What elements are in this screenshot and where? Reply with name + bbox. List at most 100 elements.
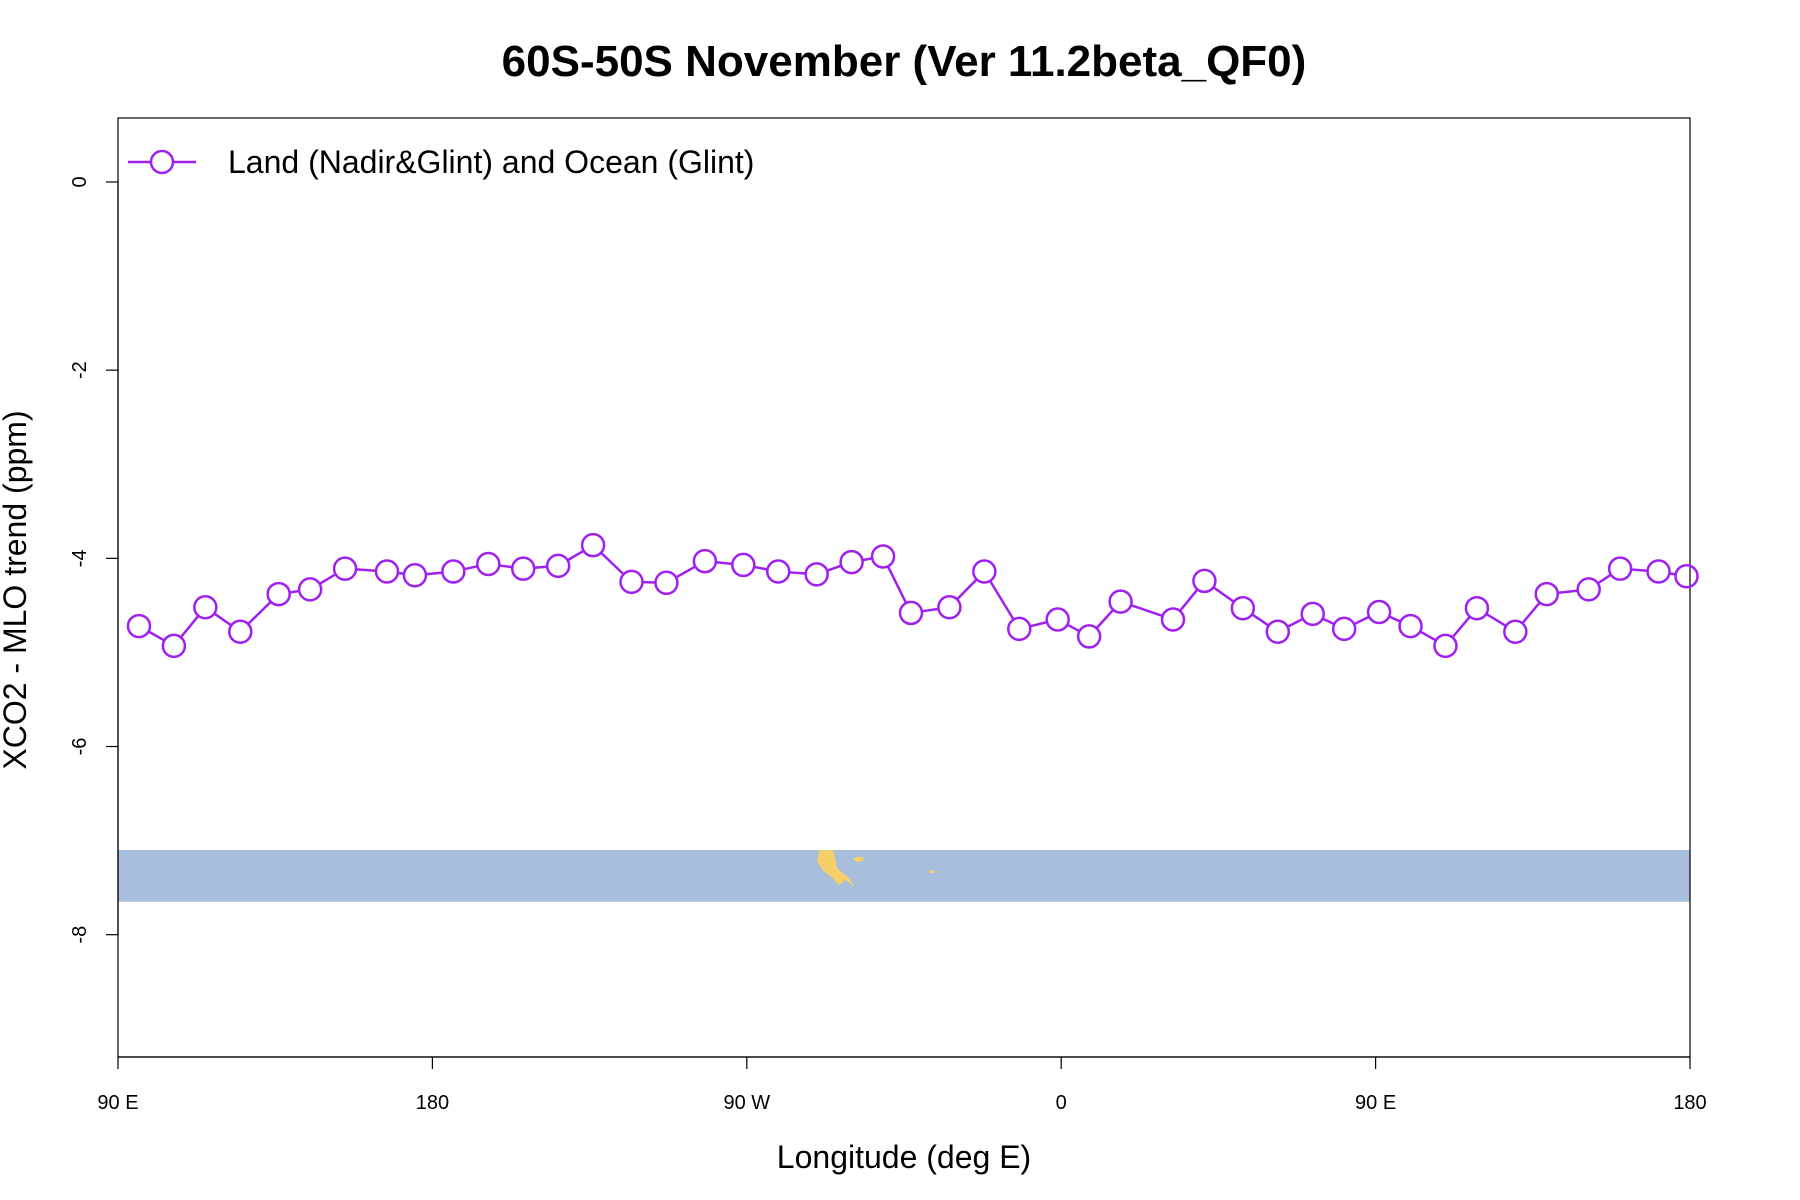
series-segment (715, 560, 733, 566)
data-point (937, 595, 962, 620)
data-point (510, 556, 536, 581)
data-point (545, 553, 571, 579)
series-segment (247, 600, 272, 625)
data-point (839, 549, 864, 575)
map-land-falklands (853, 856, 864, 862)
data-point (1464, 595, 1490, 621)
series-segment (956, 578, 978, 601)
legend-marker (149, 149, 175, 175)
series-segment (1388, 615, 1402, 623)
data-point (266, 581, 291, 607)
series-segment (921, 607, 939, 613)
map-land-south-georgia (928, 870, 935, 874)
legend: Land (Nadir&Glint) and Ocean (Glint) (128, 144, 754, 180)
series-segment (1631, 568, 1648, 572)
data-point (1366, 599, 1392, 625)
data-point (619, 569, 644, 595)
data-point (1160, 607, 1186, 632)
y-tick-label: -4 (69, 549, 91, 567)
data-point (1230, 595, 1256, 621)
data-point (765, 559, 791, 584)
map-land-tierra-del-fuego (817, 850, 856, 888)
series-segment (1178, 588, 1199, 612)
series-segment (1521, 601, 1541, 625)
series-segment (600, 551, 625, 576)
y-axis: 0 -2 -4 -6 -8 (69, 176, 119, 944)
x-tick-label: 180 (1673, 1092, 1706, 1114)
data-point (1331, 616, 1357, 642)
series-segment (566, 549, 585, 562)
series-segment (463, 565, 478, 571)
series-segment (1557, 589, 1578, 595)
data-point (1007, 616, 1032, 642)
x-tick-label: 90 E (1355, 1092, 1396, 1114)
data-point (1607, 556, 1633, 581)
data-point (193, 595, 218, 620)
series-segment (675, 565, 696, 579)
series-segment (179, 614, 200, 639)
data-point (804, 562, 829, 587)
data-point (126, 613, 152, 639)
x-tick-label: 90 E (97, 1092, 138, 1114)
series-segment (789, 571, 806, 575)
data-point (870, 544, 896, 569)
series-segment (1066, 623, 1081, 633)
x-tick-label: 0 (1056, 1092, 1067, 1114)
series-segment (1029, 620, 1048, 628)
series-segment (1353, 615, 1370, 626)
series-segment (1095, 608, 1115, 630)
map-ocean-band (118, 850, 1690, 902)
data-point (332, 556, 358, 581)
series-segment (499, 564, 513, 569)
series-segment (289, 589, 300, 594)
plot-frame (117, 117, 1691, 1058)
series-segment (988, 580, 1015, 621)
series-segment (318, 573, 337, 585)
data-point (297, 577, 323, 602)
series-segment (1287, 617, 1304, 628)
data-point (1192, 568, 1217, 594)
x-axis: 90 E 180 90 W 0 90 E 180 (97, 1056, 1707, 1114)
data-point (1045, 607, 1070, 632)
series-segment (1597, 573, 1612, 585)
x-tick-label: 90 W (723, 1092, 770, 1114)
data-point (374, 559, 400, 584)
data-point (1398, 613, 1423, 639)
data-point (402, 563, 428, 588)
series-segment (753, 565, 768, 571)
y-tick-label: -6 (69, 738, 91, 756)
y-axis-label: XCO2 - MLO trend (ppm) (0, 410, 33, 769)
series-segment (1212, 586, 1235, 603)
data-point (692, 548, 718, 574)
y-tick-label: -2 (69, 361, 91, 379)
data-point (441, 559, 466, 584)
data-point (898, 600, 924, 626)
legend-label: Land (Nadir&Glint) and Ocean (Glint) (228, 144, 754, 180)
data-point (731, 552, 756, 578)
data-point (654, 570, 679, 596)
data-point (1108, 589, 1133, 614)
data-point (1503, 619, 1528, 644)
series-segment (826, 564, 842, 572)
series-segment (1251, 613, 1270, 627)
data-point (1433, 633, 1458, 659)
series-segment (213, 612, 232, 627)
y-tick-label: 0 (69, 176, 91, 187)
data-point (972, 559, 997, 584)
series-segment (1322, 617, 1335, 626)
series-segment (1451, 615, 1471, 639)
data-point (1576, 577, 1601, 602)
series-segment (534, 565, 548, 570)
data-point (1076, 624, 1102, 649)
series-segment (425, 571, 443, 576)
x-axis-label: Longitude (deg E) (777, 1139, 1031, 1175)
data-point (1646, 559, 1671, 584)
series-segment (862, 557, 873, 562)
x-tick-label: 180 (416, 1092, 449, 1114)
data-point (1300, 601, 1325, 627)
data-point (1674, 563, 1699, 589)
series-segment (1485, 612, 1507, 628)
data-point (228, 619, 253, 644)
series-segment (886, 565, 908, 604)
